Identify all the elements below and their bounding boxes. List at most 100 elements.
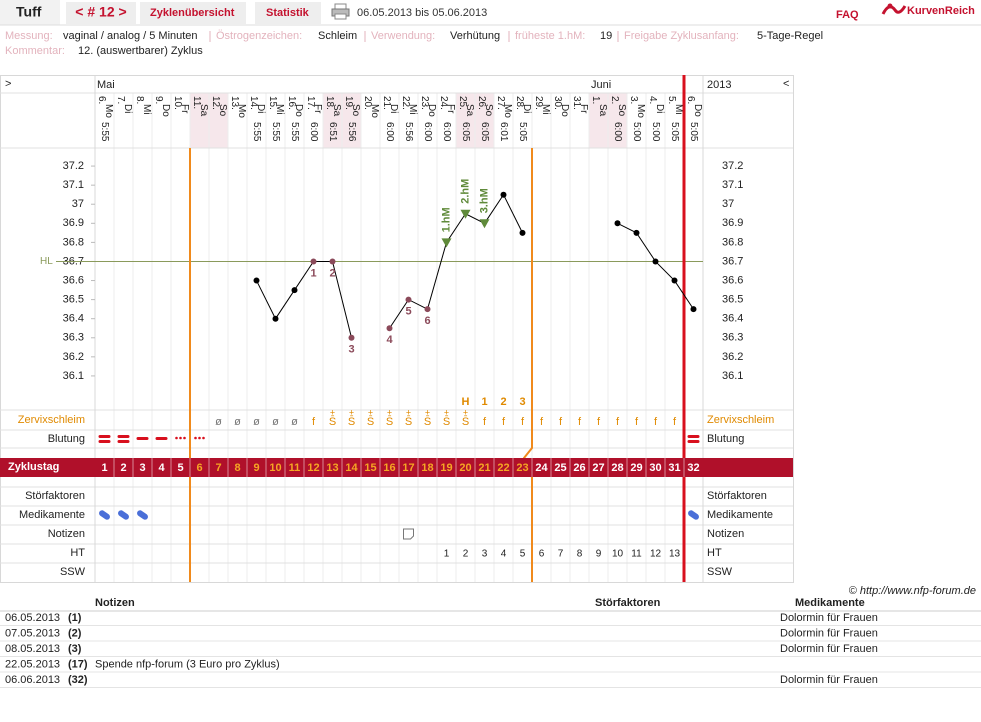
notes-table: Notizen Störfaktoren Medikamente 06.05.2013…: [0, 597, 981, 688]
year: 2013: [707, 79, 731, 91]
time-label: 5:55: [270, 122, 281, 142]
nav-prev[interactable]: >: [5, 78, 11, 90]
time-label: 5:05: [669, 122, 680, 142]
date-label: 11.: [191, 96, 202, 109]
weekday-label: Sa: [464, 104, 475, 117]
date-label: 21.: [381, 96, 392, 110]
ht-value: 9: [596, 549, 602, 560]
weekday-label: Mo: [635, 104, 646, 118]
row-label: Medikamente: [19, 509, 85, 521]
cervix-symbol: S̄: [443, 415, 450, 428]
weekday-label: Di: [388, 104, 399, 113]
ht-value: 5: [520, 549, 526, 560]
cycle-day: 13: [326, 462, 338, 474]
note-day: (1): [68, 612, 82, 624]
ht-value: 4: [501, 549, 507, 560]
time-label: 6:05: [479, 122, 490, 142]
note-medication: Dolormin für Frauen: [780, 643, 878, 655]
y-tick-label: 36.7: [722, 255, 743, 267]
y-tick-label: 36.6: [63, 274, 84, 286]
cervix-symbol: f: [559, 416, 563, 428]
cycle-day: 16: [383, 462, 395, 474]
brand-logo[interactable]: [881, 5, 907, 15]
cycle-day: 6: [196, 462, 202, 474]
chart-frame: [0, 75, 794, 583]
note-day: (32): [68, 674, 88, 686]
info-value: vaginal / analog / 5 Minuten: [63, 30, 198, 42]
date-label: 29.: [533, 96, 544, 110]
weekday-label: Fr: [445, 104, 456, 114]
cervix-peak: 3: [519, 396, 525, 408]
date-label: 5.: [666, 96, 677, 104]
date-label: 28.: [514, 96, 525, 110]
tab[interactable]: [140, 2, 246, 24]
weekday-label: Do: [692, 104, 703, 117]
note-date: 06.06.2013: [5, 674, 60, 686]
point-label: 5: [405, 306, 411, 318]
ht-value: 3: [482, 549, 488, 560]
hm-label: 3.hM: [478, 188, 490, 213]
date-label: 8.: [134, 96, 145, 104]
date-label: 24.: [438, 96, 449, 110]
time-label: 6:05: [460, 122, 471, 142]
cycle-day: 3: [139, 462, 145, 474]
cervix-symbol: S̄: [405, 415, 412, 428]
y-tick-label: 36.1: [63, 370, 84, 382]
bleeding-icon: [155, 437, 168, 440]
temperature-point: [652, 258, 659, 265]
cycle-day: 27: [592, 462, 604, 474]
nav-next[interactable]: <: [783, 78, 789, 90]
tab-label[interactable]: Statistik: [266, 7, 310, 19]
weekday-label: Mo: [369, 104, 380, 118]
temperature-point: [348, 334, 355, 341]
cycle-day: 24: [535, 462, 548, 474]
cycle-day: 30: [649, 462, 661, 474]
weekday-label: Fr: [578, 104, 589, 114]
credit: © http://www.nfp-forum.de: [849, 585, 976, 597]
y-tick-label: 36.5: [722, 294, 743, 306]
note-date: 08.05.2013: [5, 643, 60, 655]
bleeding-icon: [194, 436, 197, 440]
info-bar: Messung: vaginal / analog / 5 Minuten Östr…: [5, 30, 823, 57]
cycle-nav[interactable]: < # 12 >: [75, 4, 126, 20]
weekend-shade: [190, 93, 209, 148]
row-label: Zervixschleim: [707, 414, 774, 426]
row-label: Blutung: [707, 433, 744, 445]
hm-point: [479, 219, 490, 229]
time-label: 5:55: [289, 122, 300, 142]
tab-label[interactable]: Zyklenübersicht: [150, 7, 235, 19]
y-tick-label: 36.2: [63, 351, 84, 363]
info-label: früheste 1.hM:: [515, 30, 585, 42]
weekend-shade: [589, 93, 608, 148]
temperature-point: [272, 315, 279, 322]
bleeding-icon: [175, 436, 178, 440]
date-label: 16.: [286, 96, 297, 110]
date-label: 3.: [628, 96, 639, 104]
temperature-point: [405, 296, 412, 303]
note-date: 06.05.2013: [5, 612, 60, 624]
weekday-label: So: [217, 104, 228, 117]
y-tick-label: 36.4: [722, 313, 743, 325]
brand[interactable]: KurvenReich: [907, 5, 975, 17]
cycle-day: 21: [478, 462, 490, 474]
y-tick-label: 36.8: [722, 236, 743, 248]
date-label: 6.: [685, 96, 696, 104]
cycle-nav-tab[interactable]: [66, 2, 136, 24]
brand-logo[interactable]: [887, 3, 893, 9]
table-header: Notizen: [95, 597, 135, 609]
y-tick-label: 36.9: [722, 217, 743, 229]
cycle-day: 12: [307, 462, 319, 474]
cervix-symbol: f: [521, 416, 525, 428]
weekday-label: Fr: [179, 104, 190, 114]
y-tick-label: 36.9: [63, 217, 84, 229]
tab[interactable]: [255, 2, 321, 24]
temperature-point: [310, 258, 317, 265]
cycle-day: 9: [253, 462, 259, 474]
faq-link[interactable]: FAQ: [836, 9, 859, 21]
note-medication: Dolormin für Frauen: [780, 612, 878, 624]
cervix-plus: +: [349, 407, 354, 417]
print-icon[interactable]: [331, 3, 350, 20]
temperature-point: [519, 229, 526, 236]
date-label: 18.: [324, 96, 335, 110]
weekday-label: Di: [255, 104, 266, 113]
